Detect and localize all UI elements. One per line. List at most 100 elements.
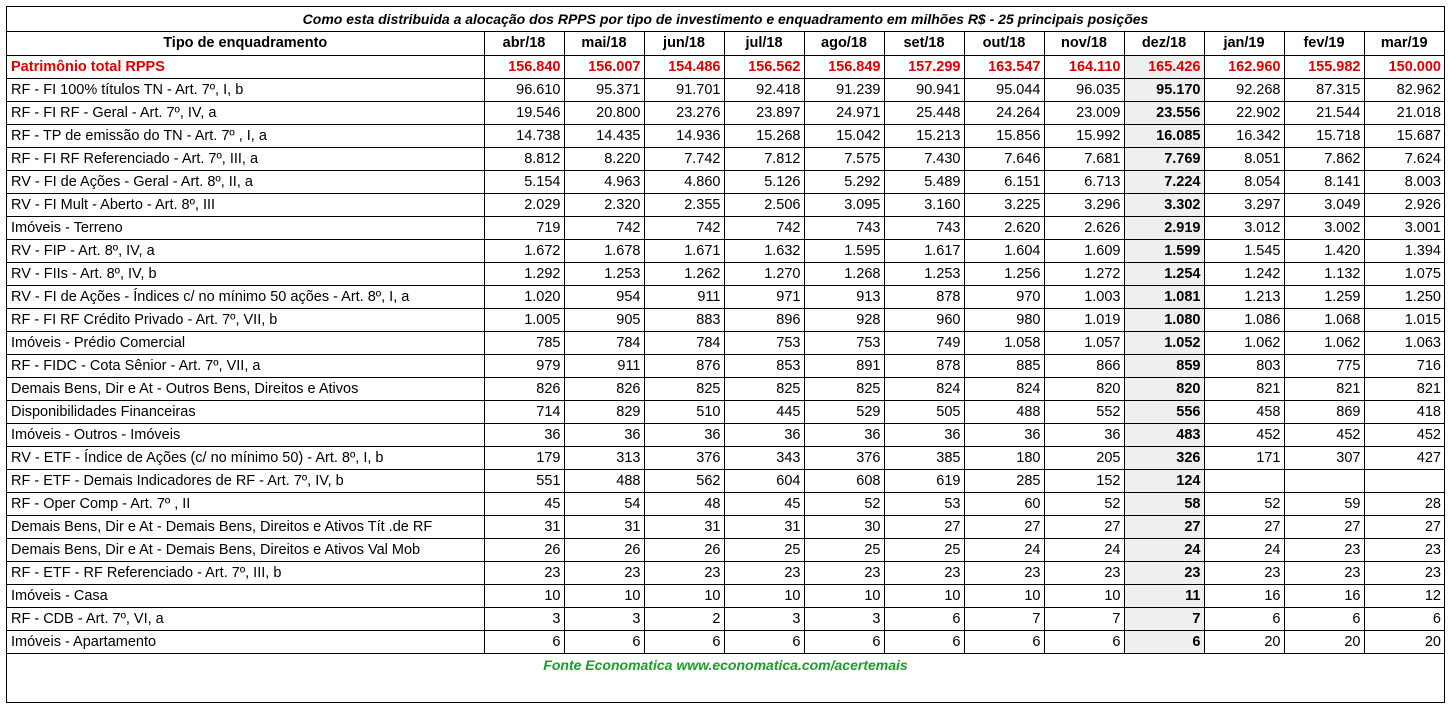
value-cell: 20 xyxy=(1204,630,1285,654)
row-label: Imóveis - Prédio Comercial xyxy=(7,331,485,355)
value-cell: 21.018 xyxy=(1364,101,1444,125)
value-cell: 96.610 xyxy=(484,78,565,102)
value-cell: 7.862 xyxy=(1284,147,1365,171)
value-cell: 552 xyxy=(1044,400,1125,424)
column-header-type: Tipo de enquadramento xyxy=(7,32,485,56)
value-cell: 878 xyxy=(884,354,965,378)
row-label: Imóveis - Outros - Imóveis xyxy=(7,423,485,447)
value-cell: 604 xyxy=(724,469,805,493)
value-cell: 6 xyxy=(1124,630,1205,654)
value-cell: 979 xyxy=(484,354,565,378)
value-cell: 7.624 xyxy=(1364,147,1444,171)
value-cell: 60 xyxy=(964,492,1045,516)
value-cell: 3.001 xyxy=(1364,216,1444,240)
value-cell: 1.080 xyxy=(1124,308,1205,332)
value-cell: 7.812 xyxy=(724,147,805,171)
value-cell: 54 xyxy=(564,492,645,516)
value-cell: 826 xyxy=(484,377,565,401)
value-cell: 826 xyxy=(564,377,645,401)
column-header-month: ago/18 xyxy=(804,32,885,56)
value-cell: 743 xyxy=(804,216,885,240)
value-cell: 27 xyxy=(1284,515,1365,539)
value-cell: 36 xyxy=(884,423,965,447)
value-cell: 36 xyxy=(644,423,725,447)
value-cell: 911 xyxy=(564,354,645,378)
value-cell: 10 xyxy=(644,584,725,608)
column-header-month: jul/18 xyxy=(724,32,805,56)
column-header-month: out/18 xyxy=(964,32,1045,56)
value-cell: 775 xyxy=(1284,354,1365,378)
value-cell: 2.029 xyxy=(484,193,565,217)
value-cell: 16 xyxy=(1284,584,1365,608)
value-cell: 24 xyxy=(1204,538,1285,562)
value-cell: 1.595 xyxy=(804,239,885,263)
value-cell: 719 xyxy=(484,216,565,240)
value-cell: 14.936 xyxy=(644,124,725,148)
value-cell: 3 xyxy=(804,607,885,631)
row-label: RF - CDB - Art. 7º, VI, a xyxy=(7,607,485,631)
table-row: RV - FI de Ações - Índices c/ no mínimo … xyxy=(7,285,1444,309)
value-cell: 95.044 xyxy=(964,78,1045,102)
value-cell: 869 xyxy=(1284,400,1365,424)
value-cell: 825 xyxy=(644,377,725,401)
value-cell: 954 xyxy=(564,285,645,309)
value-cell: 8.003 xyxy=(1364,170,1444,194)
value-cell: 27 xyxy=(964,515,1045,539)
value-cell: 154.486 xyxy=(644,55,725,79)
value-cell: 27 xyxy=(1204,515,1285,539)
value-cell: 15.687 xyxy=(1364,124,1444,148)
value-cell: 87.315 xyxy=(1284,78,1365,102)
row-label: Demais Bens, Dir e At - Demais Bens, Dir… xyxy=(7,515,485,539)
value-cell: 23.009 xyxy=(1044,101,1125,125)
value-cell: 6 xyxy=(484,630,565,654)
value-cell: 853 xyxy=(724,354,805,378)
value-cell: 23 xyxy=(1204,561,1285,585)
value-cell: 31 xyxy=(484,515,565,539)
value-cell: 23 xyxy=(1284,561,1365,585)
value-cell: 6.151 xyxy=(964,170,1045,194)
value-cell: 285 xyxy=(964,469,1045,493)
value-cell: 452 xyxy=(1364,423,1444,447)
value-cell: 4.963 xyxy=(564,170,645,194)
value-cell: 1.599 xyxy=(1124,239,1205,263)
value-cell: 8.054 xyxy=(1204,170,1285,194)
value-cell: 52 xyxy=(1044,492,1125,516)
value-cell: 171 xyxy=(1204,446,1285,470)
value-cell: 716 xyxy=(1364,354,1444,378)
column-header-month: mar/19 xyxy=(1364,32,1444,56)
value-cell: 562 xyxy=(644,469,725,493)
report-title: Como esta distribuida a alocação dos RPP… xyxy=(7,7,1444,32)
value-cell: 6.713 xyxy=(1044,170,1125,194)
value-cell: 505 xyxy=(884,400,965,424)
value-cell: 883 xyxy=(644,308,725,332)
value-cell: 2.919 xyxy=(1124,216,1205,240)
value-cell: 980 xyxy=(964,308,1045,332)
value-cell: 1.254 xyxy=(1124,262,1205,286)
value-cell: 21.544 xyxy=(1284,101,1365,125)
value-cell: 7.681 xyxy=(1044,147,1125,171)
value-cell: 10 xyxy=(804,584,885,608)
value-cell: 1.086 xyxy=(1204,308,1285,332)
value-cell: 45 xyxy=(484,492,565,516)
value-cell: 15.042 xyxy=(804,124,885,148)
value-cell: 7 xyxy=(964,607,1045,631)
value-cell: 25 xyxy=(724,538,805,562)
row-label: Imóveis - Apartamento xyxy=(7,630,485,654)
value-cell: 529 xyxy=(804,400,885,424)
value-cell: 1.003 xyxy=(1044,285,1125,309)
value-cell: 2.320 xyxy=(564,193,645,217)
value-cell: 90.941 xyxy=(884,78,965,102)
value-cell: 1.057 xyxy=(1044,331,1125,355)
value-cell: 1.005 xyxy=(484,308,565,332)
value-cell: 23 xyxy=(1124,561,1205,585)
table-row: RF - FIDC - Cota Sênior - Art. 7º, VII, … xyxy=(7,354,1444,378)
value-cell: 7.430 xyxy=(884,147,965,171)
value-cell: 23 xyxy=(1364,538,1444,562)
row-label: RF - FI RF - Geral - Art. 7º, IV, a xyxy=(7,101,485,125)
value-cell: 971 xyxy=(724,285,805,309)
row-label: RF - ETF - RF Referenciado - Art. 7º, II… xyxy=(7,561,485,585)
value-cell: 31 xyxy=(724,515,805,539)
value-cell: 803 xyxy=(1204,354,1285,378)
value-cell: 7 xyxy=(1044,607,1125,631)
value-cell: 164.110 xyxy=(1044,55,1125,79)
